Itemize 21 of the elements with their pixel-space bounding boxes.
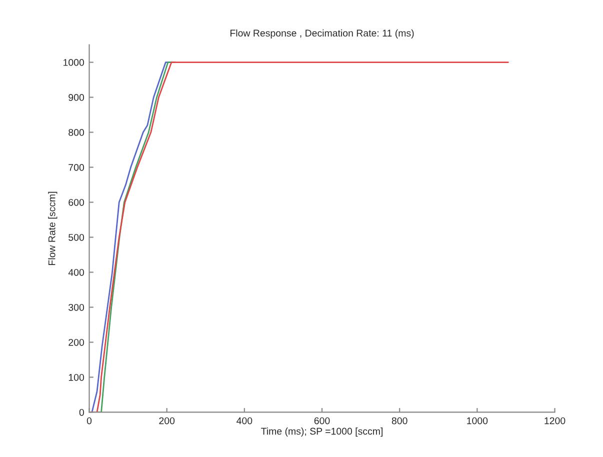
x-tick-label: 600 — [314, 417, 330, 424]
x-tick-label: 1200 — [544, 417, 566, 424]
y-tick-label: 900 — [68, 94, 84, 101]
chart-title: Flow Response , Decimation Rate: 11 (ms) — [230, 29, 414, 38]
y-tick-label: 400 — [68, 268, 84, 276]
y-tick-label: 100 — [68, 374, 84, 381]
x-tick-label: 800 — [392, 417, 408, 424]
y-tick-label: 300 — [68, 304, 84, 311]
x-axis-title: Time (ms); SP =1000 [sccm] — [261, 428, 382, 437]
x-tick-label: 200 — [159, 417, 175, 424]
x-tick-label: 1000 — [467, 417, 488, 424]
y-tick-label: 500 — [68, 234, 84, 241]
y-tick-label: 0 — [79, 408, 84, 416]
y-tick-label: 800 — [68, 129, 84, 136]
y-tick-label: 200 — [68, 338, 84, 346]
y-tick-label: 600 — [68, 198, 84, 206]
y-tick-label: 700 — [68, 164, 84, 171]
x-tick-label: 400 — [236, 417, 252, 424]
y-tick-label: 1000 — [64, 59, 84, 66]
y-axis-title: Flow Rate [sccm] — [48, 192, 58, 265]
x-tick-label: 0 — [86, 417, 92, 424]
